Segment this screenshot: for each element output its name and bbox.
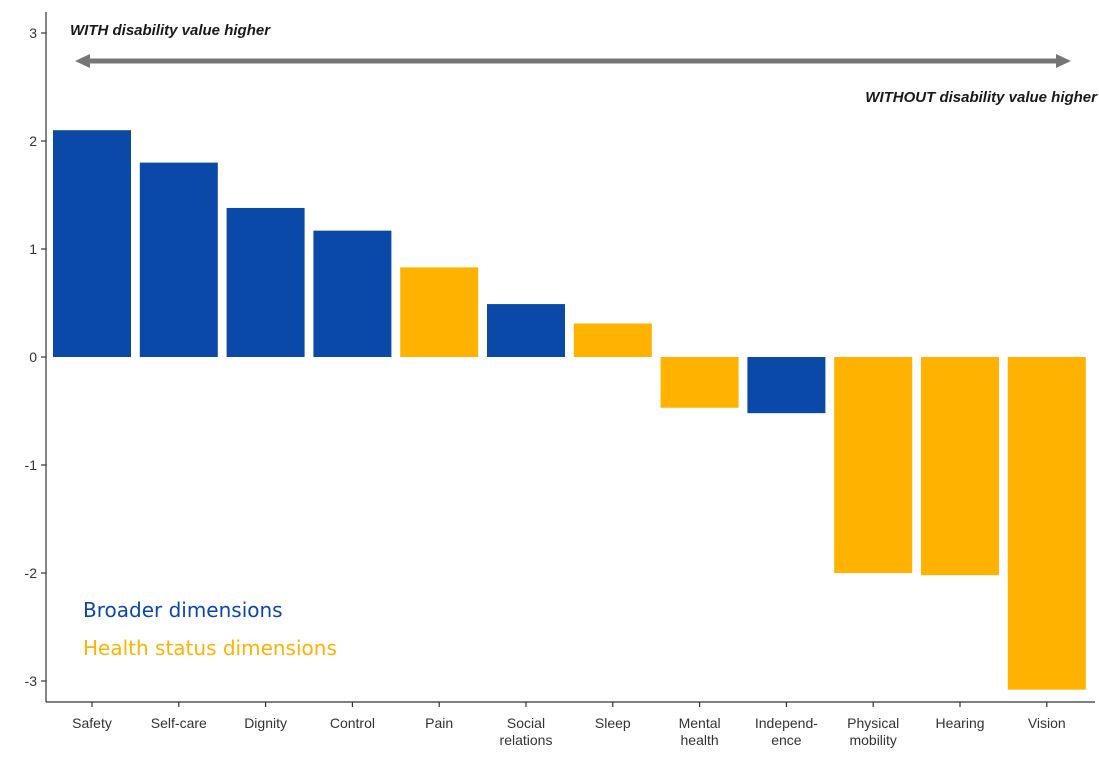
bar	[1007, 357, 1086, 690]
bar	[921, 357, 999, 576]
y-tick-label: -3	[25, 673, 38, 689]
bar	[573, 323, 652, 357]
x-tick-label: Control	[330, 715, 375, 731]
bar	[139, 162, 218, 357]
bar	[487, 304, 565, 357]
x-tick-label: health	[681, 732, 719, 748]
double-headed-arrow	[75, 54, 1071, 68]
annotation-with-higher: WITH disability value higher	[70, 22, 271, 39]
x-tick-label: Social	[507, 715, 545, 731]
legend-item-health: Health status dimensions	[83, 636, 337, 660]
bar	[660, 357, 739, 408]
x-tick-label: relations	[500, 732, 553, 748]
legend-item-broader: Broader dimensions	[83, 598, 283, 622]
category-labels: Safety Self-care Dignity Control Pain Socialr…	[72, 702, 1066, 748]
y-tick-label: -2	[25, 565, 38, 581]
annotations: WITH disability value higher WITHOUT dis…	[70, 22, 1098, 106]
x-tick-label: Pain	[425, 715, 453, 731]
y-tick-label: -1	[25, 457, 38, 473]
y-tick-label: 1	[29, 241, 37, 257]
x-tick-label: Hearing	[935, 715, 984, 731]
bar	[313, 230, 392, 357]
x-tick-label: ence	[771, 732, 802, 748]
bar	[53, 130, 131, 357]
axes: -3 -2 -1 0 1 2 3	[25, 12, 1095, 703]
x-tick-label: Mental	[679, 715, 721, 731]
legend: Broader dimensions Health status dimensi…	[83, 598, 337, 660]
bar	[834, 357, 913, 573]
x-tick-label: Physical	[847, 715, 899, 731]
x-tick-label: mobility	[849, 732, 896, 748]
annotation-without-higher: WITHOUT disability value higher	[865, 89, 1098, 106]
bar	[226, 207, 305, 357]
x-tick-label: Dignity	[244, 715, 287, 731]
x-tick-label: Sleep	[595, 715, 631, 731]
y-tick-label: 2	[29, 133, 37, 149]
x-tick-label: Independ-	[755, 715, 818, 731]
bar	[400, 267, 479, 357]
y-tick-label: 3	[29, 25, 37, 41]
y-tick-label: 0	[29, 349, 37, 365]
bars	[53, 130, 1086, 690]
bar	[747, 357, 826, 414]
x-tick-label: Vision	[1028, 715, 1066, 731]
x-tick-label: Safety	[72, 715, 112, 731]
x-tick-label: Self-care	[151, 715, 207, 731]
